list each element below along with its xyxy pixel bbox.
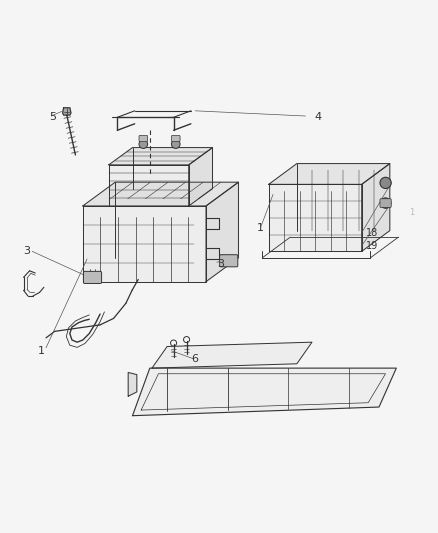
Text: 19: 19: [367, 241, 378, 251]
FancyBboxPatch shape: [83, 271, 102, 284]
FancyBboxPatch shape: [219, 255, 238, 267]
Text: 18: 18: [367, 228, 378, 238]
Text: 1: 1: [409, 208, 414, 217]
Polygon shape: [189, 148, 212, 206]
Circle shape: [381, 198, 391, 208]
Text: 4: 4: [315, 112, 322, 122]
Polygon shape: [269, 184, 362, 252]
Text: 1: 1: [38, 346, 45, 356]
Polygon shape: [152, 342, 312, 368]
FancyBboxPatch shape: [380, 199, 391, 207]
Polygon shape: [109, 148, 212, 165]
Polygon shape: [83, 206, 206, 281]
Circle shape: [380, 177, 391, 189]
Text: 1: 1: [257, 223, 264, 232]
Polygon shape: [269, 164, 390, 184]
Text: 5: 5: [49, 112, 56, 122]
Polygon shape: [63, 108, 71, 115]
Polygon shape: [133, 368, 396, 416]
FancyBboxPatch shape: [139, 135, 148, 142]
Text: 3: 3: [23, 246, 30, 256]
Polygon shape: [128, 373, 137, 396]
Polygon shape: [362, 164, 390, 252]
FancyBboxPatch shape: [171, 135, 180, 142]
Polygon shape: [109, 165, 189, 206]
Polygon shape: [83, 182, 238, 206]
Text: 3: 3: [218, 260, 225, 269]
Circle shape: [171, 140, 180, 149]
Circle shape: [139, 140, 148, 149]
Text: 6: 6: [192, 354, 199, 365]
Polygon shape: [206, 182, 238, 281]
